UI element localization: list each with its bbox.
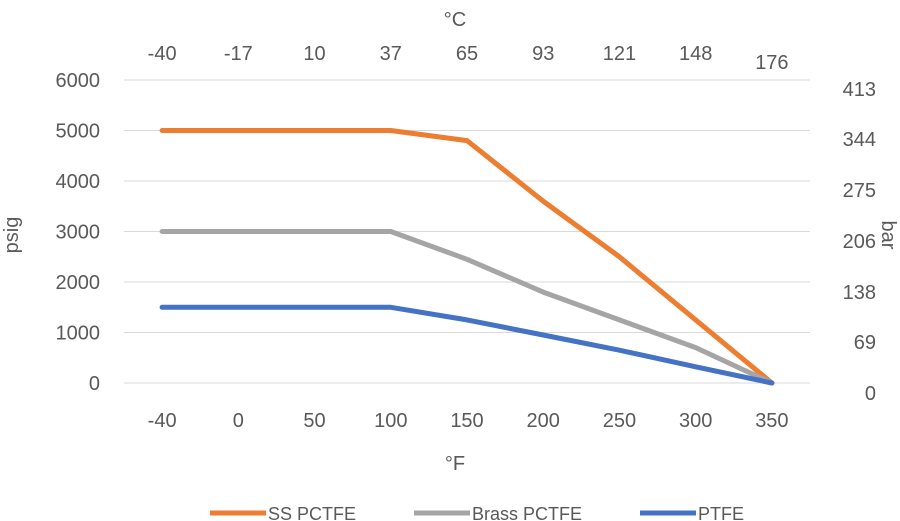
y2-axis-title: bar [877,221,899,250]
x2-axis-ticks: -40 -17 10 37 65 93 121 148 176 [148,43,789,74]
y-tick-label: 0 [89,373,100,395]
x2-tick-label: -17 [224,43,253,65]
x2-tick-label: 121 [603,43,636,65]
y2-tick-label: 69 [854,332,876,354]
series-line-1 [159,229,775,386]
x-axis-ticks: -40 0 50 100 150 200 250 300 350 [148,410,789,432]
x-tick-label: 0 [233,410,244,432]
x2-axis-title: °C [444,9,466,31]
y-tick-label: 1000 [56,323,101,345]
series-lines [159,128,775,386]
y2-tick-label: 275 [843,180,876,202]
y-tick-label: 5000 [56,121,101,143]
x2-tick-label: -40 [148,43,177,65]
legend-label: Brass PCTFE [472,504,582,521]
x-tick-label: 200 [527,410,560,432]
y-tick-label: 4000 [56,171,101,193]
y-axis-ticks: 0 1000 2000 3000 4000 5000 6000 [56,70,101,395]
legend-label: PTFE [698,504,744,521]
y2-tick-label: 413 [843,79,876,101]
y2-tick-label: 0 [865,383,876,405]
y2-tick-label: 206 [843,231,876,253]
x-tick-label: -40 [148,410,177,432]
x2-tick-label: 93 [532,43,554,65]
x-tick-label: 50 [303,410,325,432]
x2-tick-label: 10 [303,43,325,65]
y-tick-label: 6000 [56,70,101,92]
x-axis-title: °F [445,453,465,475]
y-axis-title: psig [1,217,23,254]
x-tick-label: 100 [374,410,407,432]
y-tick-label: 2000 [56,272,101,294]
legend: SS PCTFE Brass PCTFE PTFE [210,504,744,521]
x2-tick-label: 65 [456,43,478,65]
x2-tick-label: 37 [380,43,402,65]
series-line-0 [159,128,775,386]
y-tick-label: 3000 [56,222,101,244]
x-tick-label: 250 [603,410,636,432]
legend-label: SS PCTFE [268,504,356,521]
y2-axis-ticks: 0 69 138 206 275 344 413 [843,79,876,405]
x-tick-label: 150 [450,410,483,432]
x2-tick-label: 148 [679,43,712,65]
y2-tick-label: 138 [843,282,876,304]
series-line-2 [159,304,775,386]
x-tick-label: 300 [679,410,712,432]
x2-tick-label: 176 [755,52,788,74]
x-tick-label: 350 [755,410,788,432]
y2-tick-label: 344 [843,129,876,151]
